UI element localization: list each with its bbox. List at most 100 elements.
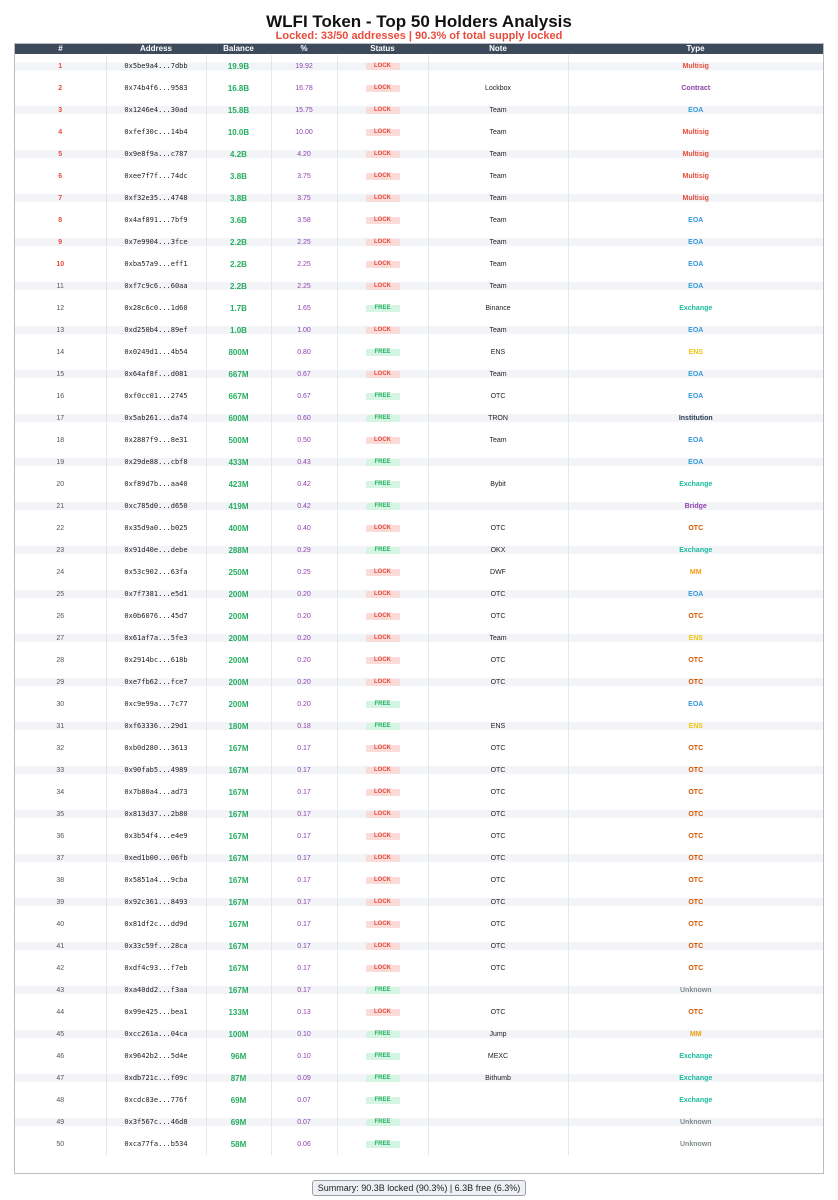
type: EOA [567,451,823,473]
status-badge: FREE [365,503,400,510]
note [427,1133,568,1155]
note: OTC [427,847,568,869]
holder-row: 36 0x3b54f4...e4e9 167M 0.17 LOCK OTC OTC [15,825,823,847]
address: 0x0b6076...45d7 [105,605,206,627]
holder-row: 1 0x5be9a4...7dbb 19.9B 19.92 LOCK Multisig [15,54,823,77]
address: 0xf32e35...4748 [105,187,206,209]
column-header: Note [428,44,568,55]
percent: 1.65 [270,297,337,319]
status-badge: LOCK [365,899,400,906]
percent: 0.17 [270,891,337,913]
address: 0x5ab261...da74 [105,407,206,429]
address: 0x9642b2...5d4e [105,1045,206,1067]
status-badge: LOCK [365,283,400,290]
column-header: % [271,44,337,55]
percent: 0.17 [270,847,337,869]
percent: 0.42 [270,495,337,517]
percent: 2.25 [270,275,337,297]
type: OTC [567,957,823,979]
percent: 0.07 [270,1111,337,1133]
status-badge: LOCK [365,811,400,818]
holder-row: 2 0x74b4f6...9583 16.8B 16.78 LOCK Lockbox Con… [15,77,823,99]
status-badge: FREE [365,305,400,312]
balance: 4.2B [205,143,271,165]
status-cell: FREE [336,693,428,715]
type: EOA [567,429,823,451]
status-badge: FREE [365,459,400,466]
balance: 167M [205,737,271,759]
type: EOA [567,319,823,341]
note: Team [427,165,568,187]
status-cell: FREE [336,1023,428,1045]
type: Exchange [567,297,823,319]
holder-row: 4 0xfef30c...14b4 10.0B 10.00 LOCK Team Multis… [15,121,823,143]
note [427,979,568,1001]
rank: 36 [56,832,65,840]
balance: 167M [205,803,271,825]
note: Team [427,143,568,165]
status-cell: LOCK [336,803,428,825]
percent: 0.20 [270,693,337,715]
balance: 500M [205,429,271,451]
balance: 3.8B [205,187,271,209]
rank: 1 [15,54,106,77]
type: ENS [567,627,823,649]
note: Team [427,187,568,209]
holder-row: 9 0x7e9904...3fce 2.2B 2.25 LOCK Team EOA [15,231,823,253]
percent: 15.75 [270,99,337,121]
balance: 400M [205,517,271,539]
status-cell: LOCK [336,605,428,627]
percent: 0.06 [270,1133,337,1155]
address: 0xcc261a...04ca [105,1023,206,1045]
address: 0xcdc83e...776f [105,1089,206,1111]
note: Team [427,253,568,275]
status-badge: LOCK [365,569,400,576]
holder-row: 41 0x33c59f...28ca 167M 0.17 LOCK OTC OTC [15,935,823,957]
holder-row: 40 0x81df2c...dd9d 167M 0.17 LOCK OTC OTC [15,913,823,935]
holder-row: 19 0x29de88...cbf8 433M 0.43 FREE EOA [15,451,823,473]
holder-row: 20 0xf89d7b...aa40 423M 0.42 FREE Bybit Exchan… [15,473,823,495]
holder-row: 45 0xcc261a...04ca 100M 0.10 FREE Jump MM [15,1023,823,1045]
status-cell: LOCK [336,671,428,693]
status-cell: LOCK [336,781,428,803]
address: 0x35d9a0...b025 [105,517,206,539]
status-badge: LOCK [365,195,400,202]
type: Exchange [567,473,823,495]
type: Exchange [567,1067,823,1089]
status-badge: LOCK [365,437,400,444]
balance: 15.8B [205,99,271,121]
rank: 9 [15,231,106,253]
holder-row: 37 0xed1b00...06fb 167M 0.17 LOCK OTC OTC [15,847,823,869]
balance: 1.0B [205,319,271,341]
address: 0x0249d1...4b54 [105,341,206,363]
rank: 32 [56,744,65,752]
address: 0x2887f9...8e31 [105,429,206,451]
holder-row: 13 0xd250b4...89ef 1.0B 1.00 LOCK Team EOA [15,319,823,341]
type: Unknown [567,1111,823,1133]
balance: 167M [205,957,271,979]
percent: 4.20 [270,143,337,165]
status-cell: LOCK [336,891,428,913]
address: 0xfef30c...14b4 [105,121,206,143]
status-cell: LOCK [336,319,428,341]
address: 0x5851a4...9cba [105,869,206,891]
status-cell: LOCK [336,957,428,979]
note: OTC [427,605,568,627]
status-cell: LOCK [336,231,428,253]
percent: 0.42 [270,473,337,495]
percent: 0.20 [270,605,337,627]
balance: 69M [205,1111,271,1133]
type: Exchange [567,1089,823,1111]
address: 0x3f567c...46d8 [105,1111,206,1133]
rank: 2 [58,84,63,92]
balance: 96M [205,1045,271,1067]
status-badge: LOCK [365,745,400,752]
address: 0xca77fa...b534 [105,1133,206,1155]
status-badge: LOCK [365,877,400,884]
balance: 667M [205,385,271,407]
percent: 16.78 [270,77,337,99]
address: 0x5be9a4...7dbb [105,54,206,77]
note: Binance [427,297,568,319]
rank: 38 [56,876,65,884]
status-cell: LOCK [336,847,428,869]
